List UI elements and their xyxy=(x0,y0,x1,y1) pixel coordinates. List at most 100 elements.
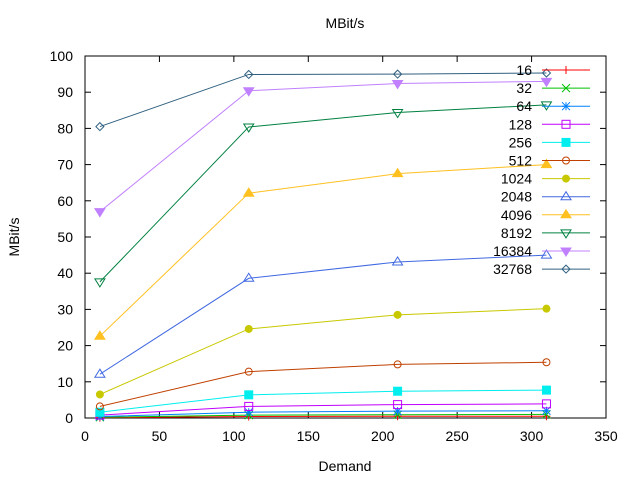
x-tick-label: 150 xyxy=(297,428,321,444)
data-point xyxy=(392,69,403,79)
y-tick-label: 0 xyxy=(65,410,73,426)
y-axis-label: MBit/s xyxy=(6,218,22,257)
data-point xyxy=(393,386,403,396)
legend-label: 16384 xyxy=(493,243,532,259)
data-point xyxy=(242,187,255,197)
data-point xyxy=(542,406,551,416)
data-point xyxy=(244,324,253,333)
data-point xyxy=(541,68,552,78)
data-point xyxy=(244,390,254,400)
series-1024 xyxy=(95,304,551,399)
data-point xyxy=(95,390,104,399)
legend-marker xyxy=(561,119,571,129)
series-line xyxy=(99,389,547,413)
series-2048 xyxy=(93,249,553,378)
data-point xyxy=(393,310,402,319)
data-point xyxy=(244,407,254,417)
legend-marker xyxy=(562,174,570,183)
series-line xyxy=(99,410,547,418)
series-16 xyxy=(95,412,551,422)
y-tick-label: 20 xyxy=(57,338,73,354)
data-point xyxy=(391,256,404,266)
y-tick-label: 50 xyxy=(57,229,73,245)
legend-label: 64 xyxy=(516,98,532,114)
data-point xyxy=(93,208,106,218)
series-line xyxy=(99,164,547,337)
series-line xyxy=(99,104,547,283)
y-tick-label: 80 xyxy=(57,120,73,136)
data-point xyxy=(393,360,402,369)
data-point xyxy=(391,80,404,90)
x-tick-label: 300 xyxy=(520,428,544,444)
legend-marker xyxy=(560,208,572,219)
x-tick-label: 50 xyxy=(152,428,168,444)
legend-label: 1024 xyxy=(501,171,532,187)
legend-marker xyxy=(560,247,572,257)
data-point xyxy=(93,330,106,340)
legend-marker xyxy=(561,101,571,111)
data-point xyxy=(244,401,254,411)
x-tick-label: 200 xyxy=(371,428,395,444)
legend-label: 128 xyxy=(509,116,533,132)
x-tick-label: 100 xyxy=(222,428,246,444)
series-512 xyxy=(95,358,551,411)
series-256 xyxy=(95,385,551,417)
data-point xyxy=(540,249,553,259)
legend-label: 8192 xyxy=(501,225,532,241)
legend-label: 2048 xyxy=(501,189,532,205)
data-point xyxy=(542,358,551,367)
data-point xyxy=(95,121,105,132)
y-tick-label: 30 xyxy=(57,301,73,317)
y-tick-label: 10 xyxy=(57,374,73,390)
legend-label: 16 xyxy=(516,62,532,78)
data-point xyxy=(391,108,404,119)
data-point xyxy=(244,69,254,80)
x-tick-label: 250 xyxy=(445,428,469,444)
series-line xyxy=(99,254,547,375)
legend-label: 256 xyxy=(509,134,533,150)
legend-marker xyxy=(562,66,570,74)
data-point xyxy=(540,77,553,88)
data-point xyxy=(242,87,255,97)
legend-label: 512 xyxy=(509,153,533,169)
series-line xyxy=(99,403,547,416)
legend-marker xyxy=(560,229,572,239)
data-point xyxy=(393,406,402,416)
series-line xyxy=(99,413,547,418)
y-tick-label: 70 xyxy=(57,157,73,173)
data-point xyxy=(391,167,404,178)
data-point xyxy=(242,272,255,282)
data-point xyxy=(95,407,105,417)
series-line xyxy=(99,361,547,407)
legend-marker xyxy=(561,137,571,147)
legend-marker xyxy=(560,190,572,201)
data-point xyxy=(93,368,106,378)
data-point xyxy=(540,158,553,169)
series-line xyxy=(99,308,547,395)
y-tick-label: 40 xyxy=(57,265,73,281)
data-point xyxy=(393,400,403,410)
y-tick-label: 90 xyxy=(57,84,73,100)
legend-label: 32768 xyxy=(493,261,532,277)
data-point xyxy=(242,123,255,133)
series-16384 xyxy=(93,77,553,218)
data-point xyxy=(542,304,551,313)
data-point xyxy=(95,402,104,411)
series-32768 xyxy=(95,68,552,132)
legend-marker xyxy=(562,156,570,165)
x-tick-label: 350 xyxy=(594,428,618,444)
legend-label: 32 xyxy=(516,80,532,96)
y-tick-label: 100 xyxy=(50,48,74,64)
series-8192 xyxy=(93,101,553,288)
data-point xyxy=(244,367,253,376)
y-tick-label: 60 xyxy=(57,193,73,209)
data-point xyxy=(541,399,551,409)
legend-marker xyxy=(561,83,571,93)
x-axis-label: Demand xyxy=(319,458,372,474)
data-point xyxy=(93,278,106,288)
data-point xyxy=(541,385,551,395)
series-line xyxy=(99,415,547,419)
series-4096 xyxy=(93,158,553,340)
chart-title: MBit/s xyxy=(326,15,365,31)
